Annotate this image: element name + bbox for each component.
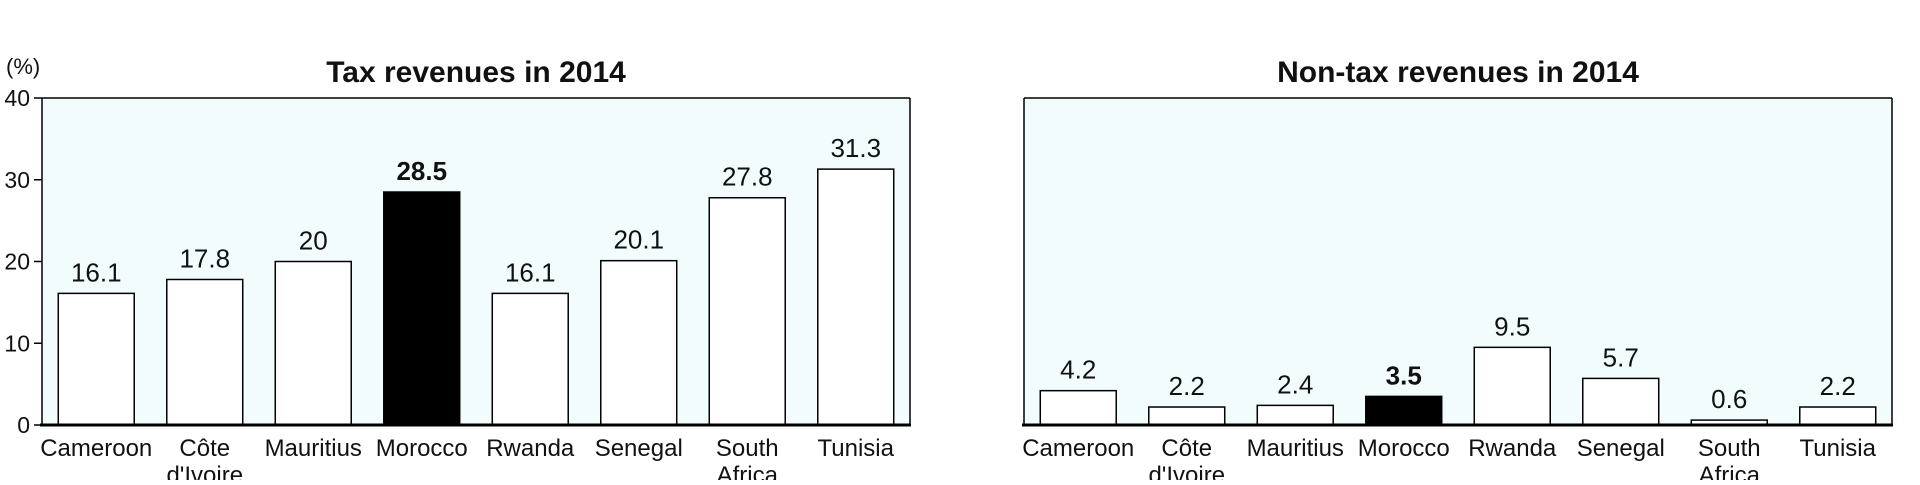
chart2-value-label-3: 2.4 xyxy=(1277,369,1313,399)
chart1-bar-3 xyxy=(274,260,352,426)
chart2-category-label-5: Rwanda xyxy=(1468,435,1557,462)
chart2-value-label-7: 0.6 xyxy=(1711,384,1747,414)
chart2-value-label-4: 3.5 xyxy=(1386,360,1422,390)
chart1-value-label-2: 17.8 xyxy=(179,243,230,273)
chart2-category-label-6: Senegal xyxy=(1577,435,1665,462)
chart2-plot-area xyxy=(1024,98,1892,425)
chart2-bar-5 xyxy=(1473,346,1551,426)
chart2-category-label-4: Morocco xyxy=(1358,435,1450,462)
chart1-bar-4 xyxy=(383,191,461,426)
chart1-y-tick-label-2: 20 xyxy=(4,249,30,275)
chart1-bar-2 xyxy=(166,278,244,426)
chart2-bar-3 xyxy=(1256,404,1334,426)
chart1-category-label-8: Tunisia xyxy=(818,435,895,462)
chart1-bar-7 xyxy=(708,196,786,426)
chart2-value-label-2: 2.2 xyxy=(1169,371,1205,401)
chart2-category-label-3: Mauritius xyxy=(1247,435,1344,462)
chart1-value-label-4: 28.5 xyxy=(396,156,447,186)
chart2-value-label-6: 5.7 xyxy=(1603,342,1639,372)
chart1-category-label-6: Senegal xyxy=(595,435,683,462)
chart1-value-label-6: 20.1 xyxy=(613,225,664,255)
chart2-bar-1 xyxy=(1039,389,1117,426)
chart2-value-label-5: 9.5 xyxy=(1494,311,1530,341)
chart2-category-label-7: South Africa xyxy=(1698,435,1761,480)
chart1-title: Tax revenues in 2014 xyxy=(326,56,626,89)
chart1-y-tick-label-3: 30 xyxy=(4,167,30,193)
chart1-category-label-4: Morocco xyxy=(376,435,468,462)
chart2-bar-2 xyxy=(1148,406,1226,426)
chart1-bar-6 xyxy=(600,259,678,426)
chart1-bar-8 xyxy=(817,168,895,426)
chart2-category-label-1: Cameroon xyxy=(1022,435,1134,462)
chart2-category-label-8: Tunisia xyxy=(1800,435,1877,462)
chart1-value-label-8: 31.3 xyxy=(830,133,881,163)
chart1-category-label-5: Rwanda xyxy=(486,435,575,462)
y-unit-label: (%) xyxy=(6,54,40,79)
chart2-category-label-2: Côte d'Ivoire xyxy=(1148,435,1225,480)
chart1-category-label-2: Côte d'Ivoire xyxy=(166,435,243,480)
chart1-y-tick-label-0: 0 xyxy=(17,412,30,438)
chart2-value-label-1: 4.2 xyxy=(1060,355,1096,385)
chart1-category-label-3: Mauritius xyxy=(265,435,362,462)
chart1-value-label-7: 27.8 xyxy=(722,162,773,192)
chart2-bar-6 xyxy=(1582,377,1660,426)
chart1-category-label-1: Cameroon xyxy=(40,435,152,462)
chart2-bar-4 xyxy=(1365,395,1443,426)
chart1-y-tick-label-1: 10 xyxy=(4,330,30,356)
chart2-title: Non-tax revenues in 2014 xyxy=(1277,56,1639,89)
chart1-category-label-7: South Africa xyxy=(716,435,779,480)
chart1-value-label-5: 16.1 xyxy=(505,257,556,287)
chart2-value-label-8: 2.2 xyxy=(1820,371,1856,401)
chart1-bar-1 xyxy=(57,292,135,426)
chart1-y-tick-label-4: 40 xyxy=(4,85,30,111)
chart2-bar-8 xyxy=(1799,406,1877,426)
chart1-bar-5 xyxy=(491,292,569,426)
chart1-value-label-3: 20 xyxy=(299,226,328,256)
chart1-value-label-1: 16.1 xyxy=(71,257,122,287)
